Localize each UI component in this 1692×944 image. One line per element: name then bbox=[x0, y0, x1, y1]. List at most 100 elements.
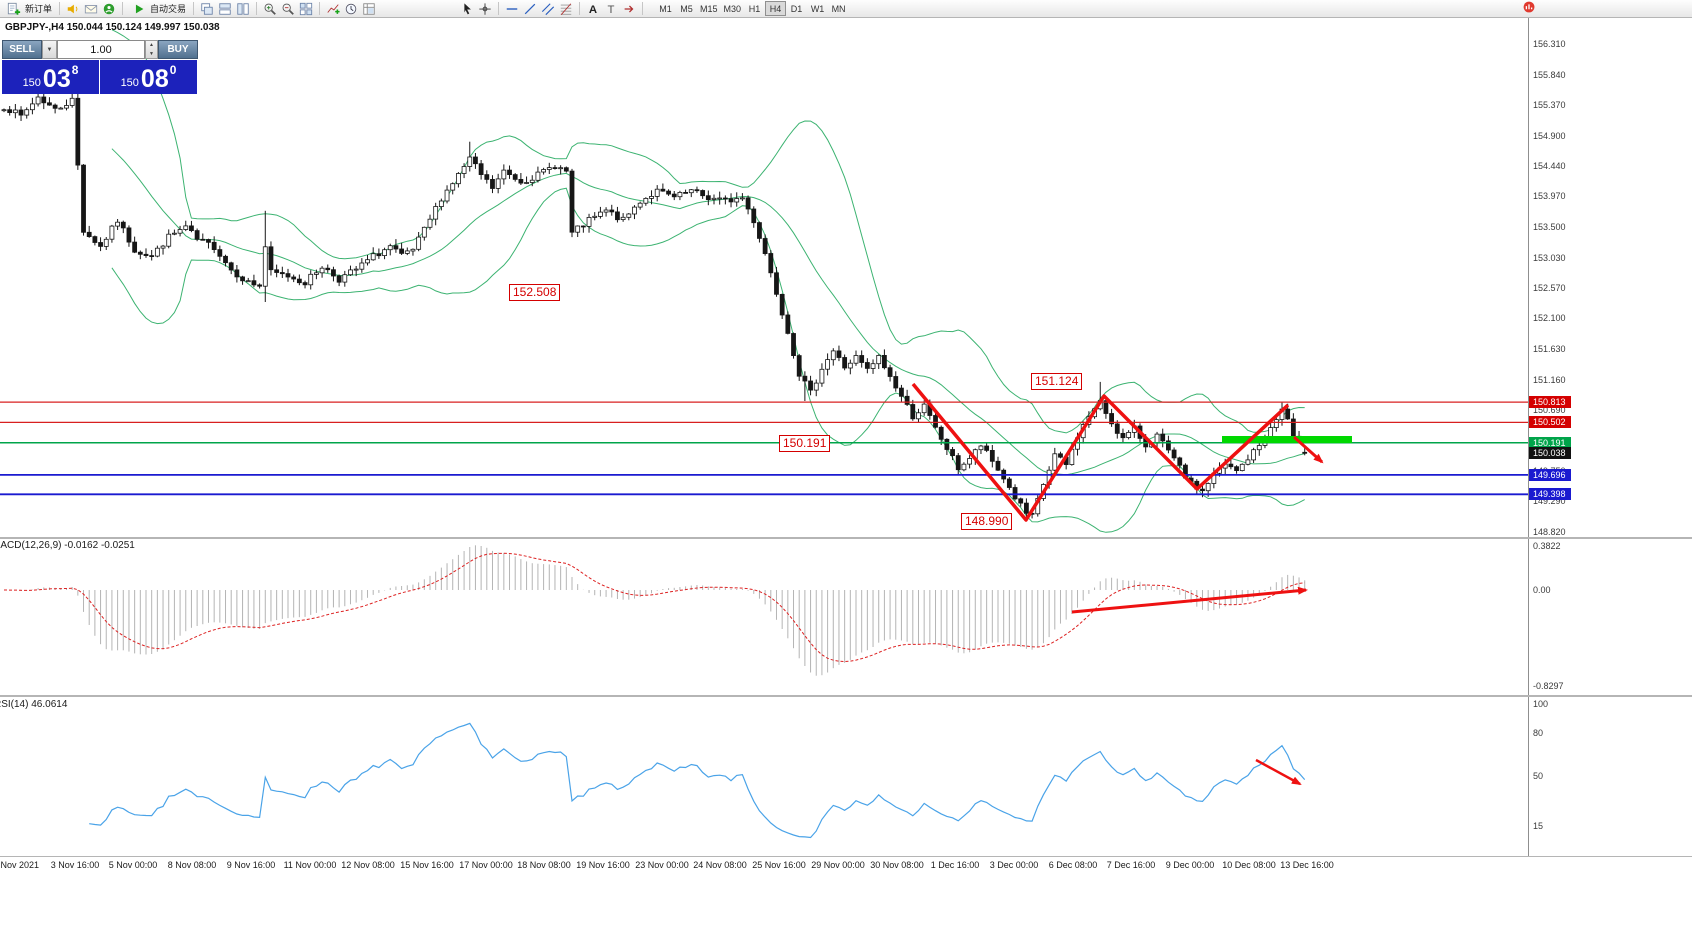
buy-price-prefix: 150 bbox=[120, 77, 139, 89]
time-axis-label: 23 Nov 00:00 bbox=[635, 860, 689, 870]
price-level-tag: 150.813 bbox=[1529, 396, 1571, 408]
arrows-icon[interactable] bbox=[620, 1, 638, 17]
volume-stepper[interactable]: ▲ ▼ bbox=[145, 40, 158, 59]
accounts-icon[interactable] bbox=[100, 1, 118, 17]
trendline-icon[interactable] bbox=[521, 1, 539, 17]
toolbar-separator bbox=[193, 2, 195, 15]
label-icon[interactable]: T bbox=[602, 1, 620, 17]
buy-price[interactable]: 150 08 0 bbox=[100, 60, 197, 94]
sell-price-sup: 8 bbox=[71, 63, 79, 77]
time-axis-label: 13 Dec 16:00 bbox=[1280, 860, 1334, 870]
time-axis-label: 10 Dec 08:00 bbox=[1222, 860, 1276, 870]
macd-arrow bbox=[1071, 586, 1308, 614]
timeframe-h1-button[interactable]: H1 bbox=[748, 4, 761, 14]
price-callout[interactable]: 152.508 bbox=[509, 284, 561, 301]
time-axis-label: 7 Dec 16:00 bbox=[1106, 860, 1156, 870]
time-axis-label: 3 Dec 00:00 bbox=[989, 860, 1039, 870]
buy-price-big: 08 bbox=[140, 65, 169, 93]
fibonacci-icon[interactable] bbox=[557, 1, 575, 17]
bollinger-bands bbox=[111, 29, 1305, 533]
horizontal-level-lines[interactable] bbox=[0, 401, 1528, 496]
time-axis-label: 8 Nov 08:00 bbox=[167, 860, 217, 870]
time-axis-label: 30 Nov 08:00 bbox=[870, 860, 924, 870]
rsi-arrow bbox=[1255, 758, 1302, 786]
window-cascade-icon[interactable] bbox=[198, 1, 216, 17]
zoom-out-icon[interactable] bbox=[279, 1, 297, 17]
support-zone-bar[interactable] bbox=[1222, 436, 1352, 443]
sell-button[interactable]: SELL bbox=[2, 40, 42, 59]
price-callout[interactable]: 151.124 bbox=[1031, 373, 1083, 390]
panel-separator[interactable] bbox=[0, 537, 1692, 539]
volume-input[interactable]: 1.00 bbox=[57, 40, 145, 59]
timeframe-h4-button[interactable]: H4 bbox=[765, 1, 787, 16]
price-axis-label: 151.160 bbox=[1533, 375, 1566, 385]
timeframe-toolbar: M1 M5 M15 M30 H1 H4 D1 W1 MN bbox=[655, 1, 849, 16]
volume-down-icon[interactable]: ▼ bbox=[149, 50, 154, 57]
sound-icon[interactable] bbox=[64, 1, 82, 17]
one-click-trading-panel: SELL ▼ 1.00 ▲ ▼ BUY 150 03 8 150 08 0 bbox=[2, 40, 198, 94]
equidistant-channel-icon[interactable] bbox=[539, 1, 557, 17]
chart-ohlc-header: GBPJPY-,H4 150.044 150.124 149.997 150.0… bbox=[5, 22, 220, 33]
time-axis-label: 18 Nov 08:00 bbox=[517, 860, 571, 870]
panel-separator[interactable] bbox=[0, 695, 1692, 697]
toolbar-separator bbox=[319, 2, 321, 15]
window-tile-horizontal-icon[interactable] bbox=[216, 1, 234, 17]
indicators-icon[interactable] bbox=[324, 1, 342, 17]
price-axis-border[interactable] bbox=[1528, 18, 1529, 856]
rsi-indicator-label: RSI(14) 46.0614 bbox=[0, 699, 68, 710]
price-level-tag: 149.398 bbox=[1529, 488, 1571, 500]
volume-up-icon[interactable]: ▲ bbox=[149, 42, 154, 48]
price-axis-label: 153.500 bbox=[1533, 222, 1566, 232]
cursor-icon[interactable] bbox=[458, 1, 476, 17]
price-axis-label: 149.290 bbox=[1533, 496, 1566, 506]
price-callout[interactable]: 148.990 bbox=[961, 513, 1013, 530]
timeframe-m1-button[interactable]: M1 bbox=[659, 4, 672, 14]
time-axis-label: 19 Nov 16:00 bbox=[576, 860, 630, 870]
crosshair-icon[interactable] bbox=[476, 1, 494, 17]
autotrade-button[interactable]: 自动交易 bbox=[127, 1, 189, 17]
new-order-button[interactable]: 新订单 bbox=[2, 1, 55, 17]
sell-price-big: 03 bbox=[42, 65, 71, 93]
buy-price-sup: 0 bbox=[169, 63, 177, 77]
volume-dropdown-caret[interactable]: ▼ bbox=[42, 40, 57, 59]
time-axis-label: 1 Dec 16:00 bbox=[930, 860, 980, 870]
toolbar-separator bbox=[59, 2, 61, 15]
templates-icon[interactable] bbox=[360, 1, 378, 17]
time-axis-label: 3 Nov 16:00 bbox=[50, 860, 100, 870]
time-axis-label: 17 Nov 00:00 bbox=[459, 860, 513, 870]
svg-text:A: A bbox=[589, 3, 597, 15]
time-axis-label: 6 Dec 08:00 bbox=[1048, 860, 1098, 870]
rsi-indicator bbox=[89, 722, 1306, 839]
price-axis-label: 152.570 bbox=[1533, 283, 1566, 293]
charts-red-icon[interactable] bbox=[1520, 0, 1538, 15]
periods-icon[interactable] bbox=[342, 1, 360, 17]
price-axis-label: 153.970 bbox=[1533, 191, 1566, 201]
trend-annotations[interactable] bbox=[911, 382, 1324, 786]
time-axis-label: 3 Nov 2021 bbox=[0, 860, 40, 870]
buy-button[interactable]: BUY bbox=[158, 40, 198, 59]
rsi-axis-label: 80 bbox=[1533, 728, 1544, 738]
text-icon[interactable]: A bbox=[584, 1, 602, 17]
price-callout[interactable]: 150.191 bbox=[779, 435, 831, 452]
tile-windows-icon[interactable] bbox=[297, 1, 315, 17]
timeframe-m30-button[interactable]: M30 bbox=[723, 4, 742, 14]
toolbar-separator bbox=[256, 2, 258, 15]
macd-indicator-label: MACD(12,26,9) -0.0162 -0.0251 bbox=[0, 540, 135, 551]
macd-axis-label: -0.8297 bbox=[1533, 681, 1564, 691]
time-axis-label: 9 Dec 00:00 bbox=[1165, 860, 1215, 870]
horizontal-line-icon[interactable] bbox=[503, 1, 521, 17]
rsi-axis-label: 50 bbox=[1533, 771, 1544, 781]
timeframe-m5-button[interactable]: M5 bbox=[680, 4, 693, 14]
timeframe-mn-button[interactable]: MN bbox=[831, 4, 846, 14]
timeframe-d1-button[interactable]: D1 bbox=[790, 4, 803, 14]
toolbar-separator bbox=[642, 2, 644, 15]
window-tile-vertical-icon[interactable] bbox=[234, 1, 252, 17]
zoom-in-icon[interactable] bbox=[261, 1, 279, 17]
news-icon[interactable] bbox=[82, 1, 100, 17]
timeframe-w1-button[interactable]: W1 bbox=[810, 4, 825, 14]
sell-price[interactable]: 150 03 8 bbox=[2, 60, 99, 94]
time-axis-label: 15 Nov 16:00 bbox=[400, 860, 454, 870]
time-axis-label: 12 Nov 08:00 bbox=[341, 860, 395, 870]
timeframe-m15-button[interactable]: M15 bbox=[700, 4, 718, 14]
